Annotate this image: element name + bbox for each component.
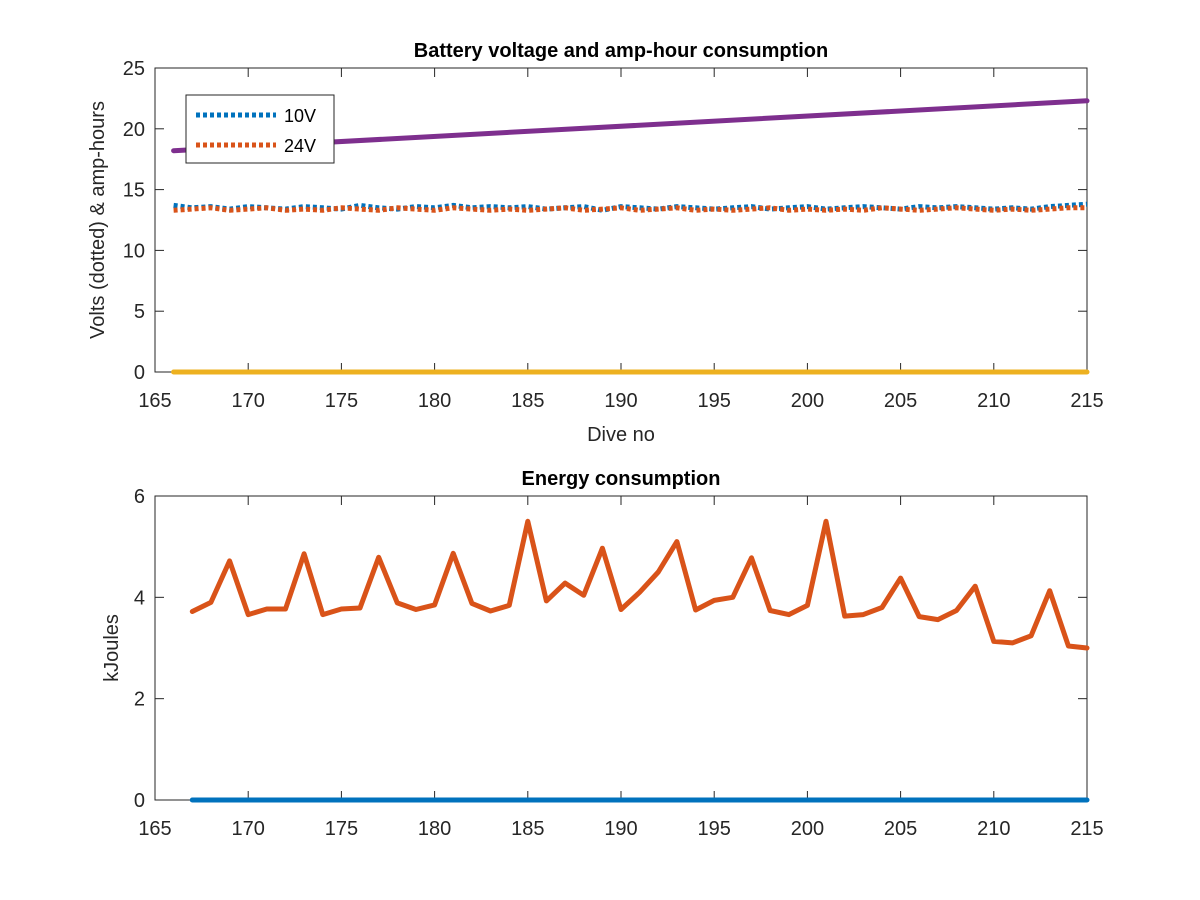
y-axis-label: Volts (dotted) & amp-hours (87, 101, 109, 339)
x-tick-label: 180 (418, 390, 451, 412)
x-tick-label: 200 (791, 818, 824, 840)
x-tick-label: 200 (791, 390, 824, 412)
x-tick-label: 210 (977, 390, 1010, 412)
x-tick-label: 165 (138, 818, 171, 840)
series-line-24v (173, 205, 1087, 213)
x-tick-label: 205 (884, 818, 917, 840)
legend-entry-label: 24V (284, 136, 316, 156)
x-tick-label: 210 (977, 818, 1010, 840)
voltage-amphour-panel: 165 170 175 180 185 190 195 200 205 210 215 0 5 10 15 2… (87, 40, 1104, 446)
x-tick-label: 165 (138, 390, 171, 412)
x-tick-label: 175 (325, 390, 358, 412)
x-tick-label: 180 (418, 818, 451, 840)
y-tick-label: 10 (123, 240, 145, 262)
y-tick-label: 25 (123, 58, 145, 80)
series-line-0 (189, 518, 1090, 651)
legend: 10V 24V (185, 94, 335, 164)
y-tick-label: 2 (134, 689, 145, 711)
y-tick-label: 6 (134, 486, 145, 508)
x-tick-label: 170 (232, 390, 265, 412)
x-tick-label: 170 (232, 818, 265, 840)
y-tick-label: 4 (134, 587, 145, 609)
x-tick-label: 190 (604, 390, 637, 412)
x-tick-label: 190 (604, 818, 637, 840)
x-tick-label: 175 (325, 818, 358, 840)
energy-consumption-panel: 165 170 175 180 185 190 195 200 205 210 215 0 2 4 6 Ene… (101, 468, 1104, 840)
x-tick-label: 215 (1070, 818, 1103, 840)
y-tick-label: 15 (123, 180, 145, 202)
legend-box (185, 94, 335, 164)
y-tick-label: 5 (134, 301, 145, 323)
x-tick-label: 185 (511, 818, 544, 840)
x-tick-label: 205 (884, 390, 917, 412)
y-tick-label: 20 (123, 119, 145, 141)
y-axis-label: kJoules (101, 614, 123, 682)
x-tick-label: 215 (1070, 390, 1103, 412)
chart-title: Battery voltage and amp-hour consumption (414, 40, 828, 62)
y-tick-label: 0 (134, 362, 145, 384)
chart-title: Energy consumption (522, 468, 721, 490)
legend-entry-label: 10V (284, 106, 316, 126)
x-axis-label: Dive no (587, 424, 655, 446)
x-tick-label: 185 (511, 390, 544, 412)
y-tick-label: 0 (134, 790, 145, 812)
x-tick-label: 195 (698, 818, 731, 840)
x-tick-label: 195 (698, 390, 731, 412)
